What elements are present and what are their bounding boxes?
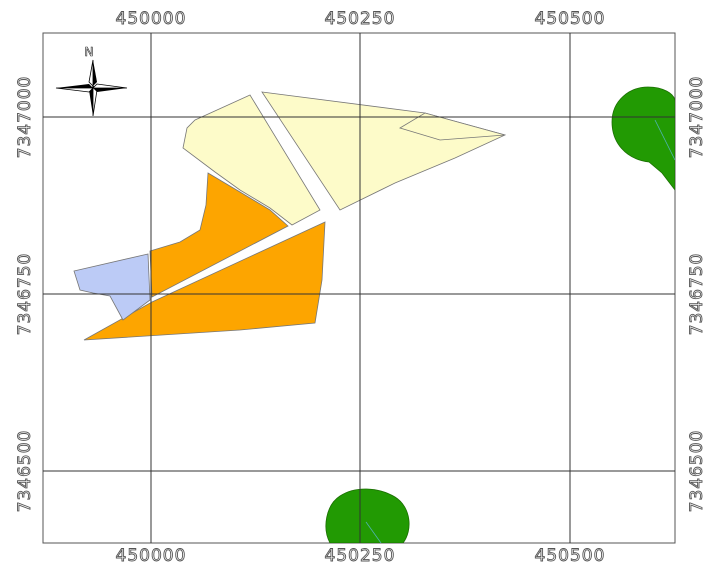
grid-label-y-right: 7347000 <box>687 76 707 159</box>
grid-label-y-left: 7346750 <box>15 253 35 336</box>
parcel-yellow-east-notch <box>399 112 506 141</box>
grid-label-x-bottom: 450000 <box>116 546 187 566</box>
grid-label-y-right: 7346750 <box>687 253 707 336</box>
green-buffer-bottom <box>325 488 410 543</box>
grid-label-x-top: 450000 <box>116 9 187 29</box>
grid-label-y-left: 7347000 <box>15 76 35 159</box>
grid-label-x-bottom: 450250 <box>325 546 396 566</box>
grid-label-y-right: 7346500 <box>687 430 707 513</box>
north-label: N <box>85 45 94 59</box>
north-arrow-icon: N <box>55 45 128 117</box>
grid-label-x-top: 450250 <box>325 9 396 29</box>
grid-lines <box>43 33 675 543</box>
grid-label-x-bottom: 450500 <box>535 546 606 566</box>
parcel-blue <box>73 253 151 321</box>
green-buffer-top-right <box>611 86 675 191</box>
parcel-yellow-west <box>182 94 321 226</box>
grid-label-x-top: 450500 <box>535 9 606 29</box>
parcel-orange-south <box>83 221 326 341</box>
grid-label-y-left: 7346500 <box>15 430 35 513</box>
